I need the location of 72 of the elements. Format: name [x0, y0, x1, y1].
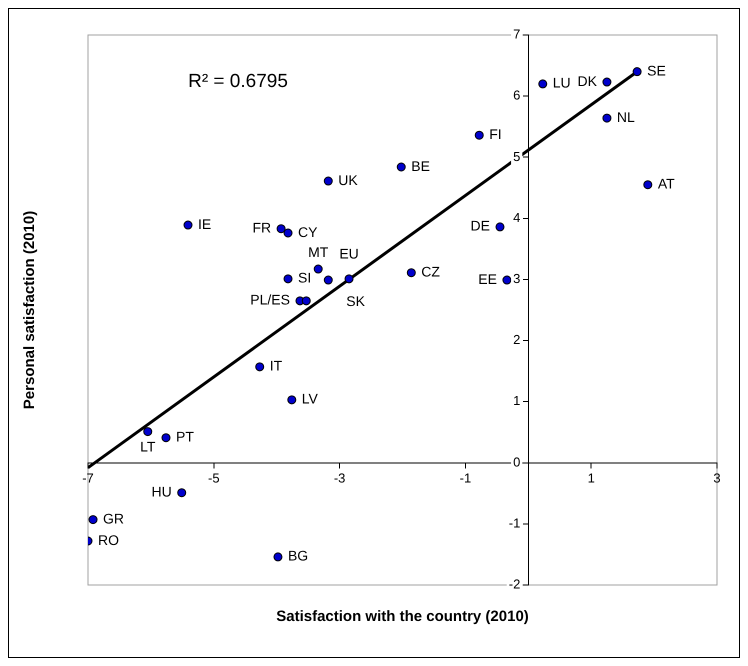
annotation: HU	[151, 484, 172, 500]
annotation: DK	[577, 72, 598, 89]
point	[184, 220, 193, 230]
annotation: NL	[616, 108, 636, 125]
y-tick-label: 5	[513, 148, 520, 164]
annotation: LU	[552, 74, 571, 91]
point	[255, 362, 264, 372]
annotation: MT	[308, 244, 329, 260]
point	[324, 176, 333, 186]
point	[284, 228, 293, 238]
annotation: IE	[198, 216, 212, 232]
x-tick-label: -3	[334, 470, 346, 486]
x-tick-label: -5	[208, 470, 220, 486]
point	[276, 224, 286, 234]
point	[88, 515, 98, 524]
annotation: CZ	[421, 264, 440, 280]
annotation: LV	[302, 390, 319, 407]
annotation: PT	[176, 428, 194, 445]
annotation: SI	[298, 270, 312, 286]
point	[602, 78, 612, 87]
annotation: LT	[140, 438, 156, 454]
annotation: EE	[478, 270, 497, 287]
annotation: GR	[103, 510, 124, 526]
point	[495, 222, 504, 232]
point	[602, 114, 612, 123]
x-tick-label: -7	[82, 470, 94, 486]
x-tick-label: -1	[460, 470, 472, 486]
y-tick-label: 3	[513, 271, 520, 286]
annotation: IT	[270, 358, 283, 374]
annotation: BG	[288, 548, 308, 564]
point	[273, 552, 282, 562]
point	[161, 433, 170, 442]
y-tick-label: 4	[513, 210, 520, 225]
point	[287, 395, 296, 404]
point	[643, 180, 652, 190]
annotation: AT	[658, 176, 676, 192]
y-tick-label: 0	[513, 454, 520, 470]
y-tick-label: 2	[513, 332, 520, 348]
annotation: BE	[411, 158, 430, 174]
point	[538, 79, 548, 88]
y-tick-label: 6	[513, 88, 520, 103]
x-tick-label: 1	[588, 470, 595, 486]
annotation: UK	[338, 172, 358, 188]
point	[302, 296, 311, 306]
point	[284, 274, 293, 284]
annotation: R² = 0.6795	[188, 71, 288, 92]
annotation: PL/ES	[250, 292, 290, 308]
point	[344, 274, 354, 284]
point	[474, 130, 484, 140]
point	[314, 264, 323, 274]
y-tick-label: 7	[513, 26, 520, 42]
y-tick-label: -2	[508, 576, 520, 592]
annotation: DE	[470, 218, 490, 234]
point	[632, 67, 642, 76]
point	[396, 162, 406, 172]
point	[406, 268, 416, 278]
annotation: FI	[489, 126, 502, 142]
y-axis-title: Personal satisfaction (2010)	[21, 210, 38, 410]
x-axis-title: Satisfaction with the country (2010)	[276, 608, 529, 626]
point	[177, 488, 186, 498]
point	[324, 276, 333, 285]
y-tick-label: 1	[513, 393, 520, 408]
point	[502, 276, 512, 285]
annotation: CY	[298, 224, 318, 240]
annotation: SE	[647, 62, 666, 79]
annotation: EU	[339, 246, 359, 262]
annotation: SK	[346, 292, 366, 309]
x-tick-label: 3	[713, 470, 721, 486]
y-tick-label: -1	[508, 515, 520, 530]
annotation: RO	[98, 532, 120, 548]
annotation: FR	[252, 220, 272, 236]
point	[143, 427, 152, 436]
